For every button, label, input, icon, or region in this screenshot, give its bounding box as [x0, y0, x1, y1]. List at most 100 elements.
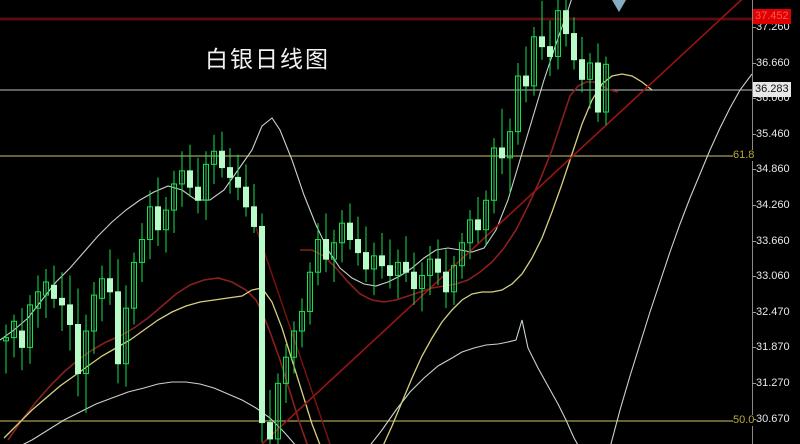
candle-body[interactable]: [443, 271, 449, 293]
candle-body[interactable]: [115, 291, 121, 365]
axis-tick-label: 36.660: [756, 56, 790, 69]
candle-body[interactable]: [123, 307, 129, 365]
axis-line: [752, 0, 753, 444]
candle-body[interactable]: [259, 225, 265, 424]
bollinger-lower-band: [22, 73, 752, 444]
candle-body[interactable]: [291, 330, 297, 358]
ma-slow-line: [7, 277, 308, 444]
candle-body[interactable]: [267, 422, 273, 440]
candle-body[interactable]: [587, 62, 593, 80]
axis-tick-label: 31.870: [756, 341, 790, 354]
candle-body[interactable]: [419, 274, 425, 290]
axis-tick-label: 30.670: [756, 412, 790, 425]
candle-body[interactable]: [547, 46, 553, 57]
candle-body[interactable]: [555, 10, 561, 57]
candle-body[interactable]: [11, 320, 17, 339]
axis-tick-mark: [752, 62, 756, 64]
candle-body[interactable]: [579, 59, 585, 80]
candle-body[interactable]: [235, 176, 241, 188]
candle-body[interactable]: [3, 337, 9, 342]
candle-body[interactable]: [83, 330, 89, 375]
candle-body[interactable]: [19, 330, 25, 348]
candle-body[interactable]: [227, 167, 233, 178]
candle-body[interactable]: [323, 239, 329, 260]
candle-body[interactable]: [147, 206, 153, 241]
axis-tick-mark: [752, 205, 756, 206]
candle-body[interactable]: [347, 222, 353, 241]
candle-body[interactable]: [251, 206, 257, 227]
candle-body[interactable]: [67, 304, 73, 326]
candle-body[interactable]: [571, 33, 577, 61]
candle-body[interactable]: [411, 271, 417, 290]
candle-body[interactable]: [299, 310, 305, 332]
candle-body[interactable]: [99, 278, 105, 299]
candle-body[interactable]: [603, 63, 609, 113]
candle-body[interactable]: [451, 265, 457, 293]
axis-tick-label: 34.860: [756, 163, 790, 176]
candle-body[interactable]: [475, 219, 481, 231]
candle-body[interactable]: [563, 10, 569, 35]
candle-body[interactable]: [51, 284, 57, 299]
candle-body[interactable]: [379, 255, 385, 267]
candle-body[interactable]: [75, 324, 81, 375]
candle-body[interactable]: [307, 271, 313, 312]
candle-body[interactable]: [595, 62, 601, 113]
axis-tick-label: 31.270: [756, 377, 790, 389]
candle-body[interactable]: [459, 242, 465, 267]
candle-body[interactable]: [531, 36, 537, 87]
candle-body[interactable]: [507, 131, 513, 159]
axis-tick-mark: [752, 133, 756, 135]
price-axis[interactable]: 37.260 36.660 36.060 35.460 34.860 34.260 33.6…: [752, 0, 800, 444]
candle-body[interactable]: [91, 294, 97, 332]
axis-tick-mark: [752, 311, 756, 313]
candle-body[interactable]: [211, 150, 217, 165]
candle-body[interactable]: [315, 239, 321, 273]
candle-body[interactable]: [163, 209, 169, 231]
axis-tick-mark: [752, 276, 756, 278]
axis-tick-mark: [752, 169, 756, 171]
candle-body[interactable]: [107, 278, 113, 293]
candle-body[interactable]: [387, 265, 393, 276]
candle-body[interactable]: [427, 258, 433, 276]
candle-body[interactable]: [131, 261, 137, 309]
axis-tick-label: 34.260: [756, 199, 790, 211]
chart-plot-area[interactable]: [0, 0, 752, 444]
candle-body[interactable]: [523, 75, 529, 87]
candle-body[interactable]: [155, 206, 161, 231]
axis-tick-label: 36.060: [756, 92, 790, 105]
candle-body[interactable]: [355, 239, 361, 254]
page-title: 白银日线图: [205, 47, 330, 73]
candle-body[interactable]: [203, 163, 209, 201]
candle-body[interactable]: [27, 304, 33, 348]
candle-body[interactable]: [59, 297, 65, 306]
candle-body[interactable]: [179, 170, 185, 185]
candle-body[interactable]: [403, 261, 409, 273]
ma-fast-line: [3, 73, 653, 444]
candle-body[interactable]: [467, 219, 473, 244]
candlestick-series[interactable]: [3, 0, 609, 444]
candle-body[interactable]: [483, 199, 489, 231]
candle-body[interactable]: [187, 170, 193, 188]
candle-body[interactable]: [35, 291, 41, 309]
candle-body[interactable]: [171, 183, 177, 211]
candle-body[interactable]: [243, 186, 249, 208]
down-arrow-icon: [612, 0, 626, 12]
candle-body[interactable]: [515, 75, 521, 133]
candle-body[interactable]: [139, 239, 145, 263]
candle-body[interactable]: [195, 186, 201, 201]
axis-tick-label: 32.470: [756, 305, 790, 318]
candle-body[interactable]: [339, 222, 345, 244]
candle-body[interactable]: [539, 36, 545, 48]
candle-body[interactable]: [363, 252, 369, 270]
candle-body[interactable]: [395, 261, 401, 276]
candle-body[interactable]: [371, 255, 377, 270]
candle-body[interactable]: [499, 147, 505, 159]
candle-body[interactable]: [283, 356, 289, 384]
candle-body[interactable]: [331, 242, 337, 260]
candle-body[interactable]: [43, 281, 49, 296]
candle-body[interactable]: [219, 150, 225, 169]
candle-body[interactable]: [435, 258, 441, 273]
candle-body[interactable]: [491, 147, 497, 201]
candle-body[interactable]: [275, 382, 281, 440]
